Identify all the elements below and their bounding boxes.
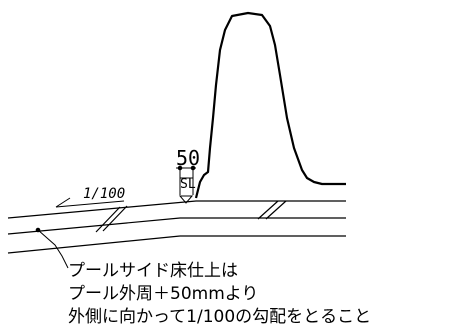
slope-indicator (55, 197, 125, 208)
level-label: SL (180, 177, 196, 192)
dimension-50-marker (176, 165, 196, 195)
break-mark-left (95, 205, 128, 233)
slab-top-line (7, 217, 181, 235)
note-leader (35, 227, 69, 269)
note-line-2: プール外周＋50mmより (68, 284, 259, 304)
slope-label: 1/100 (83, 186, 126, 202)
slab-bottom-line (7, 235, 181, 254)
level-triangle (178, 195, 194, 204)
pool-wall-outline (194, 11, 346, 199)
floor-finish-line (7, 200, 197, 219)
break-mark-right (257, 200, 287, 220)
note-line-3: 外側に向かって1/100の勾配をとること (68, 307, 372, 327)
annotation-note: プールサイド床仕上は プール外周＋50mmより 外側に向かって1/100の勾配を… (68, 260, 371, 329)
dimension-value: 50 (176, 146, 201, 170)
note-line-1: プールサイド床仕上は (68, 261, 238, 281)
